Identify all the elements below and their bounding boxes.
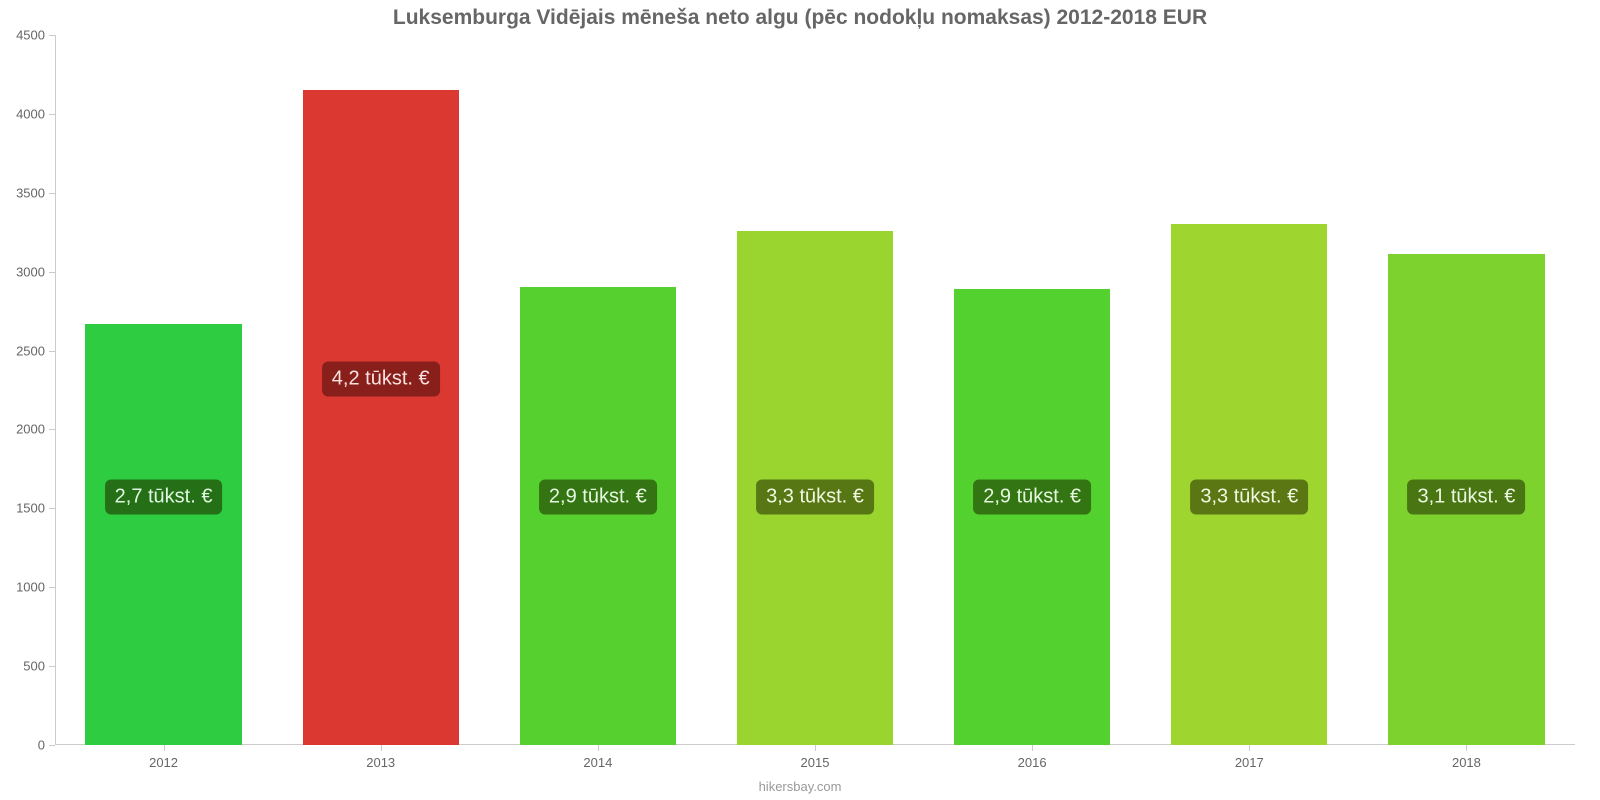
chart-credit: hikersbay.com <box>0 779 1600 794</box>
bar-value-label: 2,9 tūkst. € <box>539 480 657 515</box>
bar-value-label: 3,1 tūkst. € <box>1408 480 1526 515</box>
y-tick <box>49 114 55 115</box>
bar <box>303 90 459 745</box>
y-tick-label: 2000 <box>16 422 45 437</box>
y-tick <box>49 272 55 273</box>
x-tick-label: 2013 <box>366 755 395 770</box>
y-axis-line <box>55 35 56 745</box>
y-tick <box>49 35 55 36</box>
y-tick <box>49 745 55 746</box>
bar-value-label: 4,2 tūkst. € <box>322 361 440 396</box>
x-tick <box>1466 745 1467 751</box>
y-tick-label: 0 <box>38 738 45 753</box>
y-tick <box>49 587 55 588</box>
bar <box>520 287 676 745</box>
x-tick <box>1032 745 1033 751</box>
y-tick-label: 4000 <box>16 106 45 121</box>
y-tick <box>49 666 55 667</box>
y-tick-label: 3000 <box>16 264 45 279</box>
x-tick <box>1249 745 1250 751</box>
bar-value-label: 3,3 tūkst. € <box>1190 480 1308 515</box>
x-tick <box>598 745 599 751</box>
y-tick <box>49 351 55 352</box>
y-tick <box>49 193 55 194</box>
x-tick-label: 2015 <box>801 755 830 770</box>
x-tick <box>164 745 165 751</box>
x-tick-label: 2016 <box>1018 755 1047 770</box>
y-tick <box>49 508 55 509</box>
y-tick-label: 4500 <box>16 28 45 43</box>
chart-title: Luksemburga Vidējais mēneša neto algu (p… <box>0 6 1600 30</box>
bar-value-label: 2,9 tūkst. € <box>973 480 1091 515</box>
x-tick-label: 2014 <box>583 755 612 770</box>
salary-chart: Luksemburga Vidējais mēneša neto algu (p… <box>0 0 1600 800</box>
bar <box>85 324 241 745</box>
bar <box>954 289 1110 745</box>
x-tick-label: 2017 <box>1235 755 1264 770</box>
y-tick-label: 500 <box>23 659 45 674</box>
x-tick <box>815 745 816 751</box>
y-tick-label: 3500 <box>16 185 45 200</box>
y-tick <box>49 429 55 430</box>
y-tick-label: 1500 <box>16 501 45 516</box>
y-tick-label: 2500 <box>16 343 45 358</box>
bar-value-label: 3,3 tūkst. € <box>756 480 874 515</box>
x-tick-label: 2018 <box>1452 755 1481 770</box>
plot-area: 0500100015002000250030003500400045002012… <box>55 35 1575 745</box>
y-tick-label: 1000 <box>16 580 45 595</box>
x-tick-label: 2012 <box>149 755 178 770</box>
x-tick <box>381 745 382 751</box>
bar-value-label: 2,7 tūkst. € <box>105 480 223 515</box>
